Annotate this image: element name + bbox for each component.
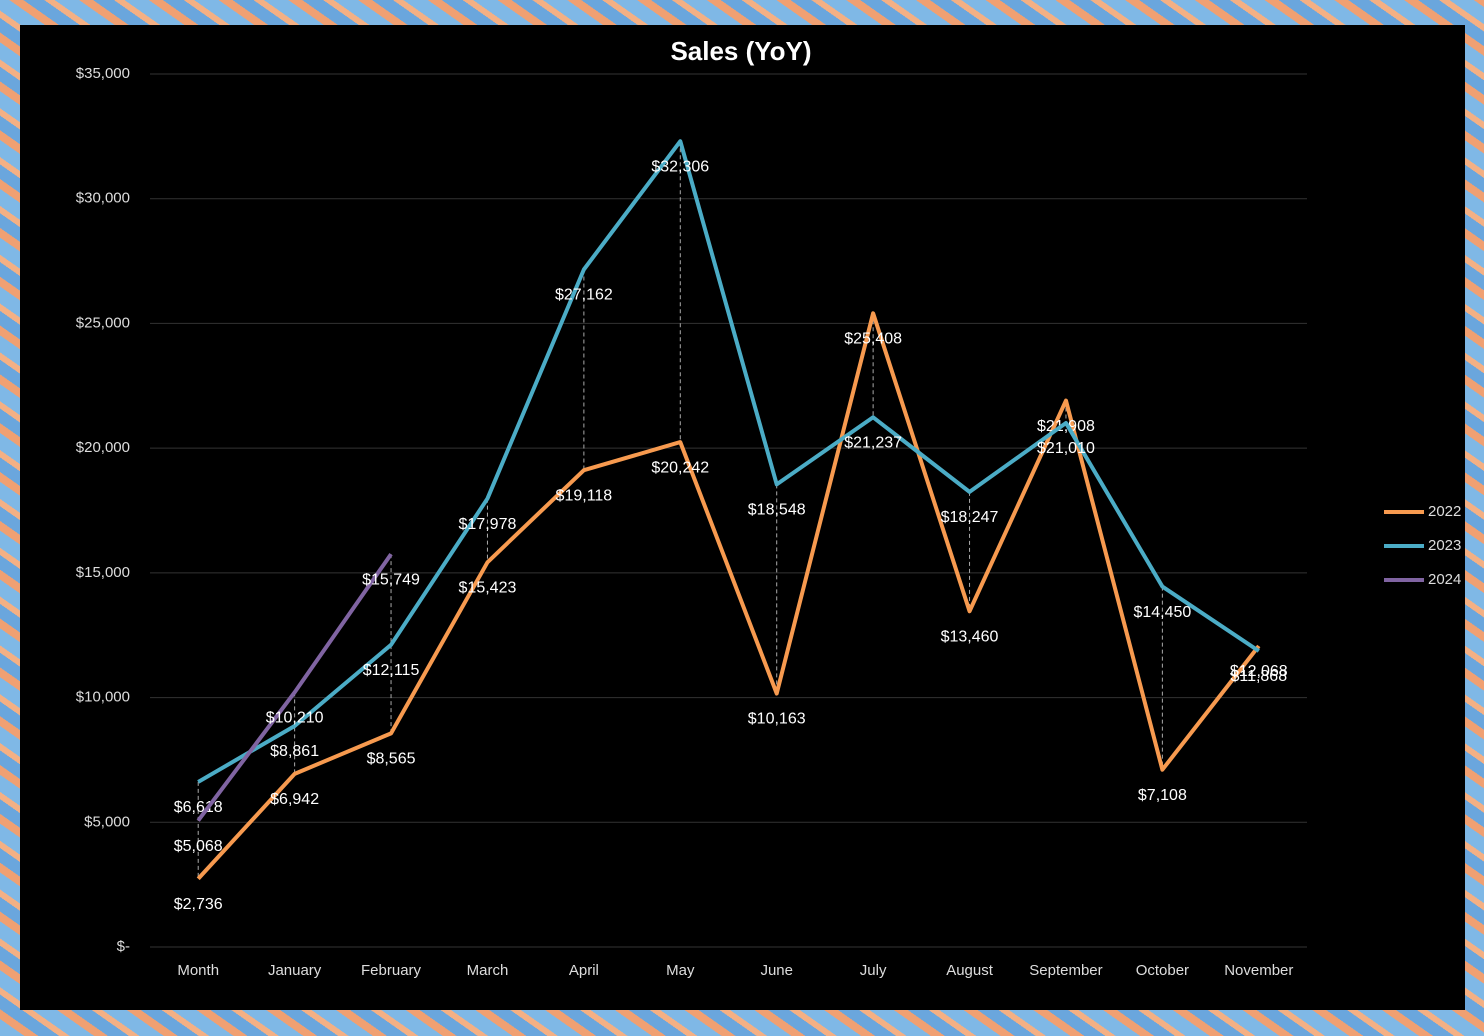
y-tick-label: $35,000 xyxy=(76,65,130,82)
data-label: $21,237 xyxy=(844,435,902,452)
y-tick-label: $- xyxy=(117,938,130,955)
x-tick-label: February xyxy=(361,962,422,979)
legend-label: 2023 xyxy=(1428,537,1461,554)
series-line xyxy=(197,139,1260,784)
x-tick-label: January xyxy=(268,962,322,979)
y-tick-label: $30,000 xyxy=(76,190,130,207)
y-tick-label: $25,000 xyxy=(76,314,130,331)
data-label: $25,408 xyxy=(844,330,902,347)
data-label: $7,108 xyxy=(1138,787,1187,804)
x-tick-label: August xyxy=(946,962,994,979)
data-label: $18,247 xyxy=(941,509,999,526)
data-label: $2,736 xyxy=(174,896,223,913)
legend-label: 2024 xyxy=(1428,571,1461,588)
data-label: $12,068 xyxy=(1230,663,1288,680)
x-tick-label: November xyxy=(1224,962,1293,979)
data-label: $5,068 xyxy=(174,838,223,855)
y-tick-label: $15,000 xyxy=(76,564,130,581)
data-label: $20,242 xyxy=(651,459,709,476)
chart-title: Sales (YoY) xyxy=(670,36,811,66)
x-tick-label: March xyxy=(467,962,509,979)
data-label: $6,942 xyxy=(270,791,319,808)
series-line xyxy=(196,311,1261,881)
data-label: $6,618 xyxy=(174,799,223,816)
x-tick-label: April xyxy=(569,962,599,979)
data-label: $10,210 xyxy=(266,710,324,727)
data-label: $8,861 xyxy=(270,743,319,760)
data-label: $12,115 xyxy=(363,662,420,679)
data-label: $15,423 xyxy=(459,580,517,597)
data-label: $32,306 xyxy=(651,158,709,175)
data-label: $19,118 xyxy=(556,487,613,504)
data-label: $10,163 xyxy=(748,711,806,728)
y-tick-label: $5,000 xyxy=(84,813,130,830)
data-label: $17,978 xyxy=(459,516,517,533)
x-tick-label: October xyxy=(1136,962,1189,979)
data-label: $8,565 xyxy=(367,751,416,768)
x-tick-label: May xyxy=(666,962,695,979)
chart-area xyxy=(20,25,1465,1010)
x-tick-label: Month xyxy=(177,962,219,979)
y-tick-label: $20,000 xyxy=(76,439,130,456)
legend-label: 2022 xyxy=(1428,503,1461,520)
y-tick-label: $10,000 xyxy=(76,689,130,706)
data-label: $15,749 xyxy=(362,571,420,588)
x-tick-label: June xyxy=(760,962,793,979)
data-label: $21,010 xyxy=(1037,440,1095,457)
x-tick-label: September xyxy=(1029,962,1102,979)
x-tick-label: July xyxy=(860,962,887,979)
data-label: $11,868 xyxy=(1230,668,1287,685)
series-line xyxy=(196,553,393,822)
data-label: $18,548 xyxy=(748,502,806,519)
data-label: $27,162 xyxy=(555,287,613,304)
data-label: $14,450 xyxy=(1133,604,1191,621)
data-label: $13,460 xyxy=(941,628,999,645)
